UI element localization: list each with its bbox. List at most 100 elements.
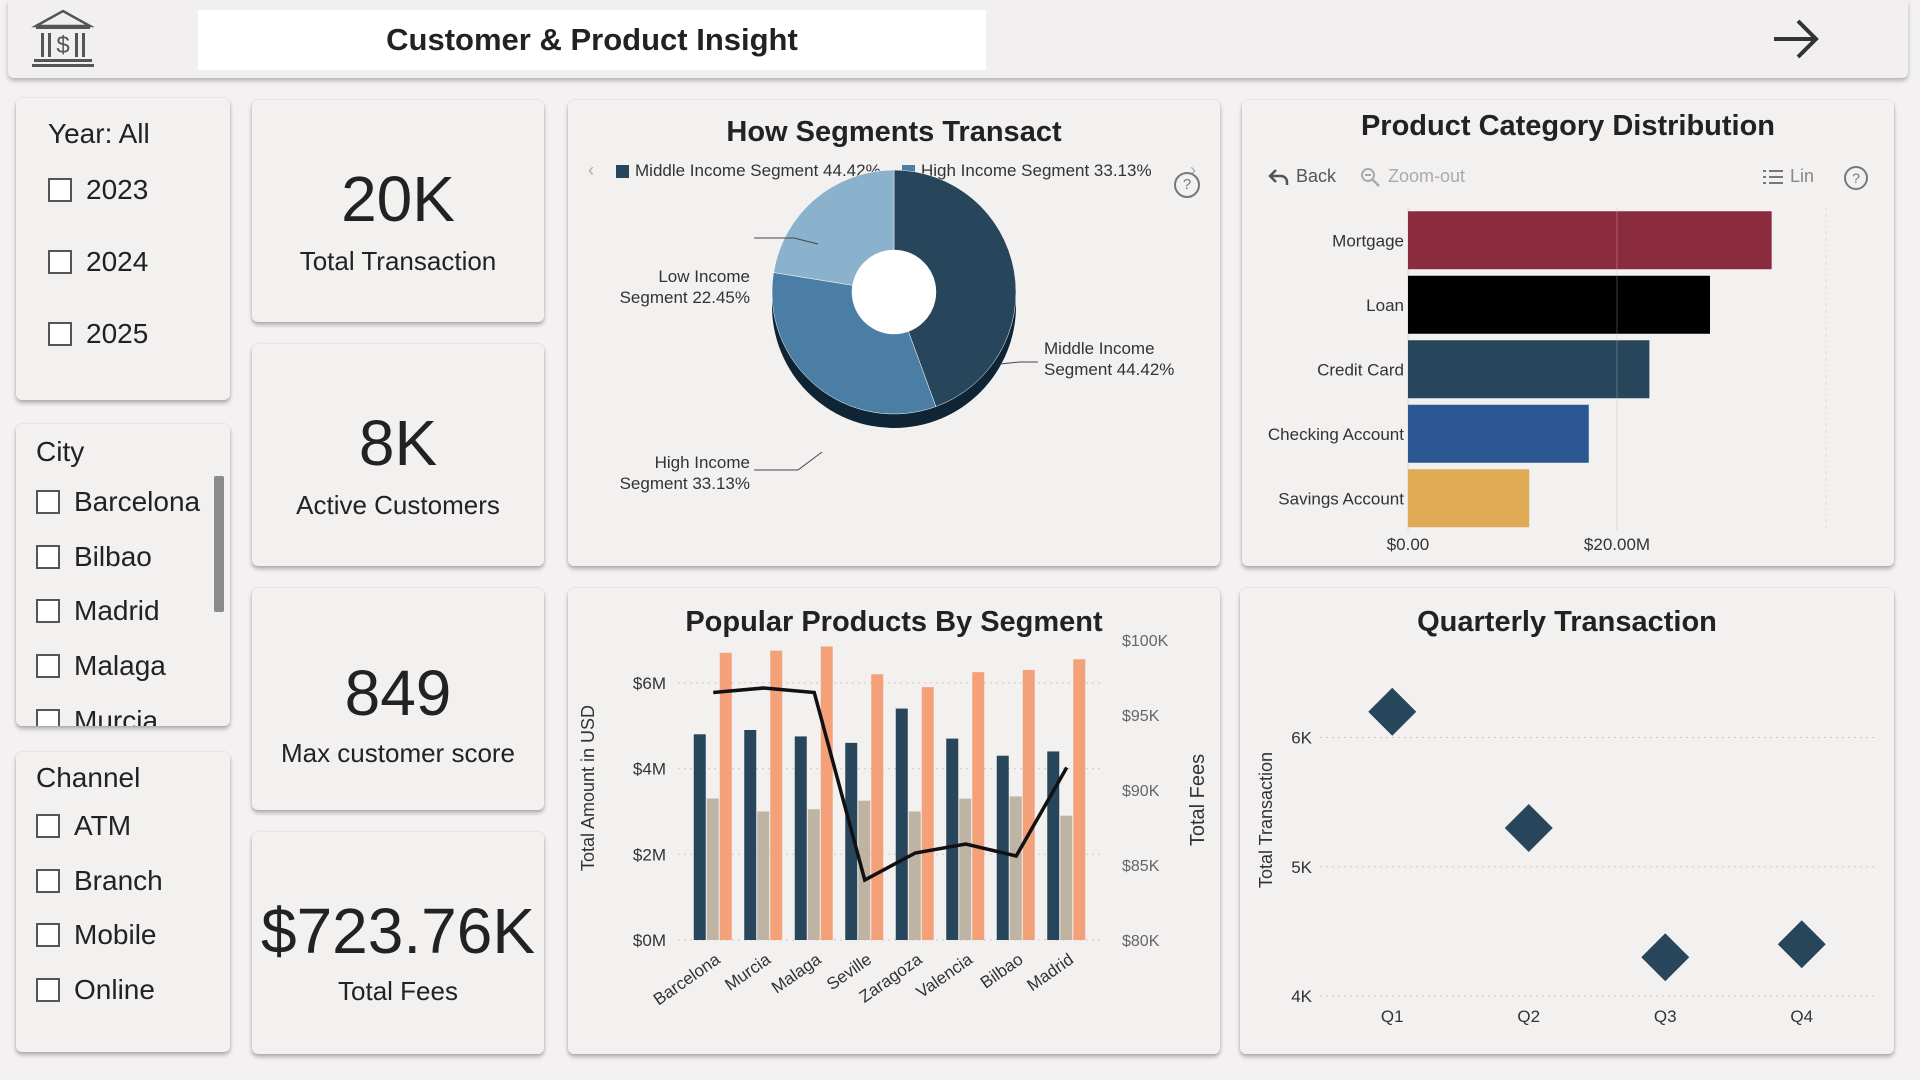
kpi-active-customers: 8K Active Customers xyxy=(252,344,544,566)
city-option-bilbao[interactable]: Bilbao xyxy=(36,541,152,573)
help-icon[interactable]: ? xyxy=(1174,172,1200,198)
x-tick-label: Barcelona xyxy=(650,949,724,1009)
city-slicer-title: City xyxy=(36,436,85,467)
checkbox[interactable] xyxy=(48,178,72,202)
category-label: Checking Account xyxy=(1268,425,1404,444)
legend-item-high[interactable]: High Income Segment 33.13% xyxy=(921,161,1152,180)
bar-low-income xyxy=(706,798,719,940)
back-button[interactable]: Back xyxy=(1268,166,1336,187)
legend: ‹ Middle Income Segment 44.42% High Inco… xyxy=(568,160,1220,184)
year-option-2025[interactable]: 2025 xyxy=(48,318,148,350)
channel-option-online[interactable]: Online xyxy=(36,974,155,1006)
quarterly-chart-card: Quarterly Transaction 4K 5K 6K Total Transa… xyxy=(1240,588,1894,1054)
bar-middle-income xyxy=(946,738,959,940)
y-tick-label: 4K xyxy=(1291,987,1312,1006)
checkbox[interactable] xyxy=(36,978,60,1002)
checkbox[interactable] xyxy=(36,869,60,893)
kpi-total-transaction: 20K Total Transaction xyxy=(252,100,544,322)
x-tick-label: Murcia xyxy=(721,949,774,994)
y-tick-label: $4M xyxy=(633,760,666,779)
channel-option-mobile[interactable]: Mobile xyxy=(36,919,156,951)
city-option-malaga[interactable]: Malaga xyxy=(36,650,166,682)
x-tick-label: Q3 xyxy=(1654,1007,1677,1026)
checkbox[interactable] xyxy=(48,250,72,274)
city-option-madrid[interactable]: Madrid xyxy=(36,595,160,627)
chart-title: Quarterly Transaction xyxy=(1417,606,1717,638)
slice-label: High Income xyxy=(655,453,750,472)
city-option-barcelona[interactable]: Barcelona xyxy=(36,486,200,518)
legend-next-arrow[interactable]: › xyxy=(1190,160,1196,180)
x-tick-label: Valencia xyxy=(913,949,977,1002)
y-tick-label: 5K xyxy=(1291,858,1312,877)
bar-middle-income xyxy=(693,734,706,940)
bar-low-income xyxy=(908,811,921,940)
bar-middle-income xyxy=(794,736,807,940)
category-label: Credit Card xyxy=(1317,360,1404,379)
back-arrow-icon xyxy=(1268,168,1289,185)
total-fees-line xyxy=(713,686,1069,883)
x-tick-label: $0.00 xyxy=(1387,535,1430,554)
bar-loan xyxy=(1408,275,1711,334)
bar-low-income xyxy=(959,798,972,940)
checkbox[interactable] xyxy=(48,322,72,346)
bar-low-income xyxy=(807,809,820,940)
checkbox[interactable] xyxy=(36,599,60,623)
bar-high-income xyxy=(719,652,732,940)
bar-high-income xyxy=(820,646,833,940)
year-slicer-title: Year: All xyxy=(48,118,150,149)
checkbox[interactable] xyxy=(36,545,60,569)
city-slicer-scrollbar[interactable] xyxy=(214,476,224,612)
city-option-murcia[interactable]: Murcia xyxy=(36,705,158,726)
channel-slicer: Channel ATM Branch Mobile Online xyxy=(16,752,230,1052)
chart-title: How Segments Transact xyxy=(726,116,1062,148)
option-label: Madrid xyxy=(74,595,160,626)
option-label: 2024 xyxy=(86,246,149,277)
slice-label: Segment 33.13% xyxy=(620,474,750,493)
checkbox[interactable] xyxy=(36,654,60,678)
y-tick-label: $0M xyxy=(633,931,666,950)
year-option-2024[interactable]: 2024 xyxy=(48,246,148,278)
slice-label: Segment 44.42% xyxy=(1044,360,1174,379)
arrow-right-icon[interactable] xyxy=(1770,14,1822,64)
scatter-point-q3 xyxy=(1641,933,1690,982)
checkbox[interactable] xyxy=(36,923,60,947)
checkbox[interactable] xyxy=(36,490,60,514)
year-option-2023[interactable]: 2023 xyxy=(48,174,148,206)
slice-label: Segment 22.45% xyxy=(620,288,750,307)
option-label: ATM xyxy=(74,810,132,841)
products-combo-chart: $0M $2M $4M $6M $80K $85K $90K $95K $100K Total A… xyxy=(578,633,1209,1009)
y2-tick-label: $95K xyxy=(1122,708,1160,725)
checkbox[interactable] xyxy=(36,814,60,838)
chart-title: Popular Products By Segment xyxy=(685,606,1103,638)
channel-slicer-title: Channel xyxy=(36,762,141,793)
zoom-out-label: Zoom-out xyxy=(1388,166,1466,186)
option-label: Online xyxy=(74,974,155,1005)
category-chart-card: Product Category Distribution Back Zoom-… xyxy=(1242,100,1894,566)
option-label: Barcelona xyxy=(74,486,201,517)
linear-scale-button[interactable]: Lin xyxy=(1762,166,1814,187)
kpi-total-fees: $723.76K Total Fees xyxy=(252,832,544,1054)
legend-item-middle[interactable]: Middle Income Segment 44.42% xyxy=(635,161,881,180)
chart-title: Product Category Distribution xyxy=(1360,110,1776,142)
city-slicer: City Barcelona Bilbao Madrid Malaga Murc… xyxy=(16,424,230,726)
x-tick-label: Madrid xyxy=(1024,950,1077,995)
channel-option-atm[interactable]: ATM xyxy=(36,810,131,842)
category-bar-chart: $0.00 $20.00M Mortgage Loan Credit Card Check… xyxy=(1268,208,1827,554)
products-chart-card: Popular Products By Segment $0M $2M $4M $6M… xyxy=(568,588,1220,1054)
y2-tick-label: $85K xyxy=(1122,858,1160,875)
help-icon[interactable]: ? xyxy=(1844,166,1868,190)
bar-low-income xyxy=(1060,815,1073,940)
leader-line xyxy=(999,361,1038,365)
x-tick-label: Q1 xyxy=(1381,1007,1404,1026)
x-tick-label: Q2 xyxy=(1517,1007,1540,1026)
channel-option-branch[interactable]: Branch xyxy=(36,865,163,897)
legend-prev-arrow[interactable]: ‹ xyxy=(588,160,594,180)
bar-mortgage xyxy=(1408,211,1772,270)
segments-chart-card: How Segments Transact ‹ Middle Income Se… xyxy=(568,100,1220,566)
svg-text:$: $ xyxy=(56,32,69,59)
zoom-out-button[interactable]: Zoom-out xyxy=(1360,166,1465,187)
checkbox[interactable] xyxy=(36,709,60,726)
category-label: Loan xyxy=(1366,296,1404,315)
y-tick-label: $6M xyxy=(633,674,666,693)
back-label: Back xyxy=(1296,166,1337,186)
